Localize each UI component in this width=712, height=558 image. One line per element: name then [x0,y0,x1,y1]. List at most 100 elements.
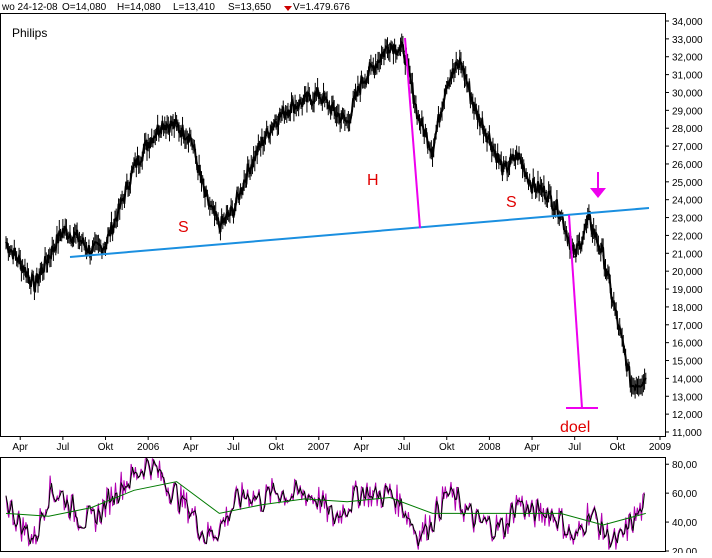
price-series [5,33,647,399]
osc-y-tick-label: 40,00 [672,518,697,529]
price-x-tick-label: 2007 [308,442,331,453]
header-close: S=13,650 [228,2,272,13]
price-x-tick-label: Okt [98,442,114,453]
price-y-tick-label: 16,000 [672,339,703,350]
breakdown-arrow-icon [590,172,606,198]
price-x-tick-label: Apr [524,442,540,453]
price-point [389,43,391,46]
price-y-tick-label: 18,000 [672,303,703,314]
price-point [431,148,434,151]
price-point [33,284,36,287]
price-point [190,136,192,138]
price-point [161,122,164,124]
price-point [616,320,619,323]
price-y-tick-label: 26,000 [672,160,703,171]
price-point [104,243,107,246]
price-point [246,170,249,172]
annotation-head: H [367,172,379,189]
price-panel-frame [0,13,666,437]
oscillator-series [5,457,646,550]
price-point [133,166,135,169]
ohlc-header: wo 24-12-08 O=14,080 H=14,080 L=13,410 S… [1,2,350,13]
price-y-tick-label: 21,000 [672,249,703,260]
price-point [204,195,206,197]
price-x-tick-label: Jul [398,442,411,453]
price-x-tick-label: Okt [439,442,455,453]
price-y-tick-label: 20,000 [672,267,703,278]
price-point [218,225,221,228]
osc-y-tick-label: 60,00 [672,489,697,500]
header-low: L=13,410 [173,2,215,13]
price-point [545,191,548,194]
price-point [559,211,562,214]
price-x-tick-label: 2009 [649,442,672,453]
price-point [5,241,7,244]
price-y-axis: 34,000 33,000 32,000 31,000 30,000 29,000 28,0… [665,17,703,439]
price-y-tick-label: 31,000 [672,71,703,82]
oscillator-y-axis: 80,00 60,00 40,00 20,00 [665,460,697,558]
price-y-tick-label: 12,000 [672,410,703,421]
annotation-left-shoulder: S [178,219,189,236]
price-x-tick-label: Okt [610,442,626,453]
price-x-tick-label: Jul [227,442,240,453]
price-point [602,254,604,256]
price-point [332,109,334,112]
price-point [76,236,78,239]
price-y-tick-label: 29,000 [672,106,703,117]
price-y-tick-label: 30,000 [672,88,703,99]
price-x-axis: Apr Jul Okt 2006 Apr Jul Okt 2007 Apr Jul Okt 2008 A… [12,436,672,453]
price-y-tick-label: 25,000 [672,178,703,189]
price-x-tick-label: Apr [183,442,199,453]
header-high: H=14,080 [117,2,161,13]
neckline-trendline [69,207,650,258]
volume-down-marker-icon [284,6,292,11]
price-point [417,116,420,119]
price-point [374,63,377,65]
price-point [147,141,149,144]
price-y-tick-label: 28,000 [672,124,703,135]
price-point [517,154,519,156]
price-y-tick-label: 15,000 [672,357,703,368]
osc-fast-line [5,457,645,550]
price-y-tick-label: 24,000 [672,196,703,207]
price-point [474,109,476,112]
price-y-tick-label: 27,000 [672,142,703,153]
price-point [232,209,235,212]
price-y-tick-label: 14,000 [672,374,703,385]
annotation-right-shoulder: S [506,194,517,211]
price-point [317,93,320,96]
oscillator-panel-frame [0,457,666,552]
price-x-tick-label: 2006 [137,442,160,453]
header-open: O=14,080 [62,2,107,13]
price-y-tick-label: 34,000 [672,17,703,28]
price-x-tick-label: Okt [268,442,284,453]
price-point [630,384,633,387]
annotation-target: doel [560,419,590,436]
price-point [118,207,121,210]
price-x-tick-label: Apr [354,442,370,453]
price-point [360,80,363,83]
price-y-tick-label: 13,000 [672,392,703,403]
price-point [460,61,462,63]
price-point [62,229,64,231]
osc-signal-line [5,481,646,526]
target-projection-line [568,214,583,409]
price-y-tick-label: 22,000 [672,231,703,242]
price-point [403,50,405,53]
price-point [644,377,647,380]
price-point [19,261,22,264]
price-y-tick-label: 11,000 [672,428,702,439]
price-point [175,125,178,128]
price-point [261,141,263,144]
price-point [289,105,292,108]
price-point [303,100,306,103]
price-y-tick-label: 33,000 [672,35,703,46]
price-y-tick-label: 23,000 [672,214,703,225]
price-point [275,118,277,121]
price-point [47,256,50,258]
price-point [488,138,491,140]
osc-y-tick-label: 20,00 [672,547,697,553]
price-point [502,170,505,172]
